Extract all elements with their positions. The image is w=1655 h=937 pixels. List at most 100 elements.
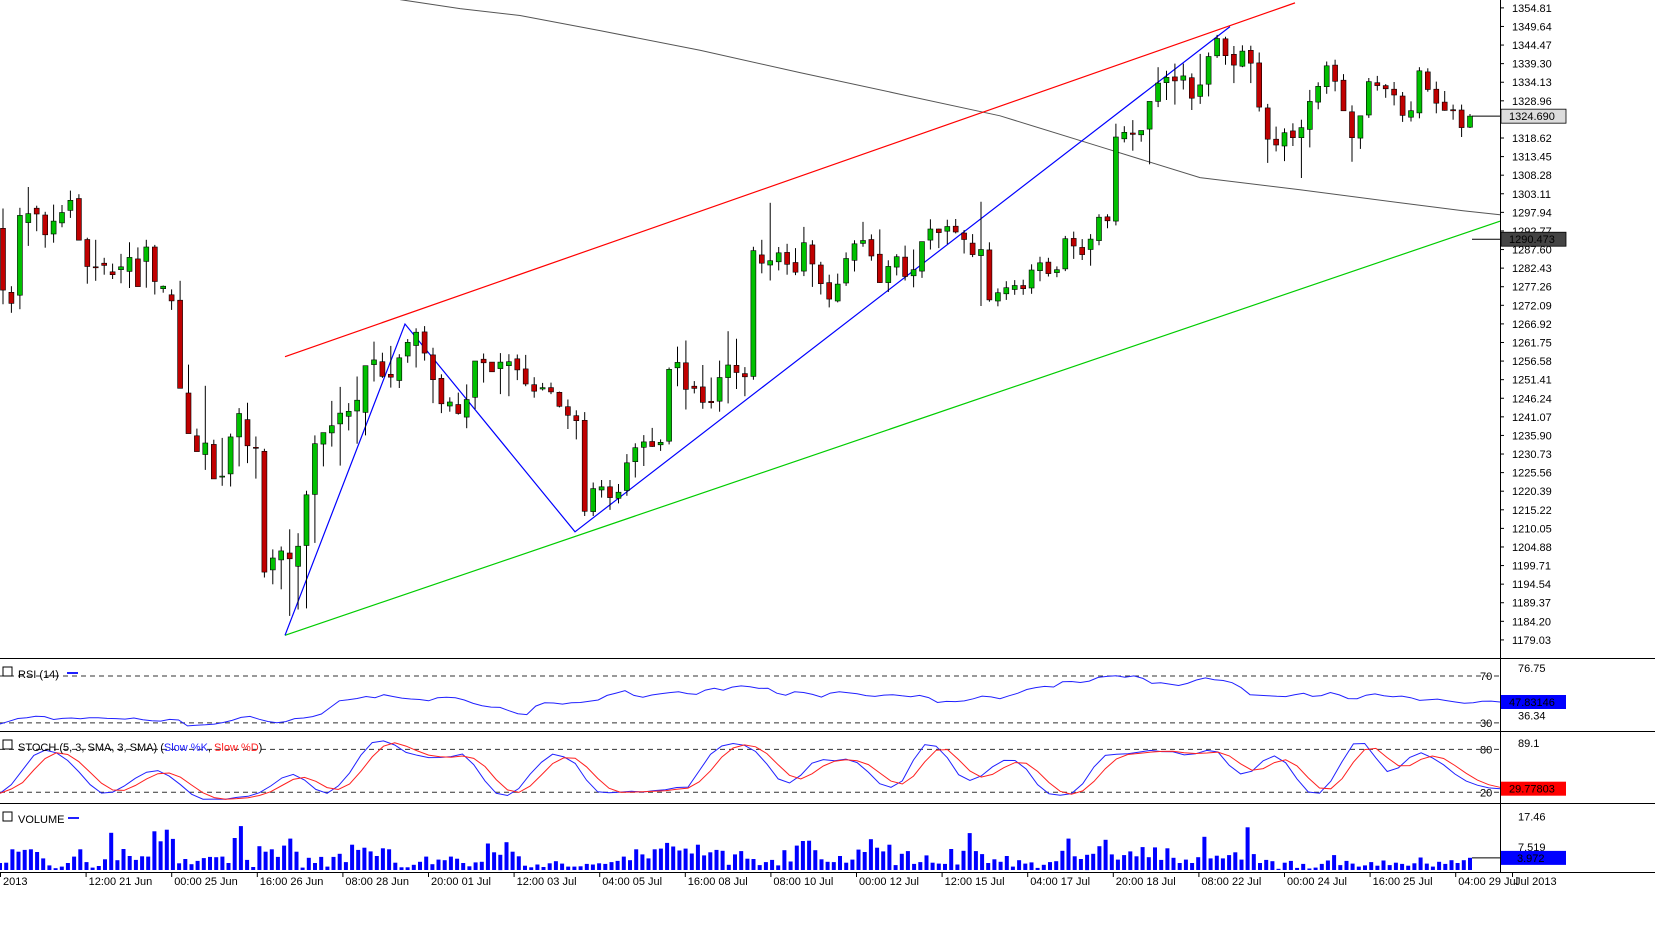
volume-bar — [1029, 862, 1034, 870]
volume-bar — [1363, 865, 1367, 870]
candle — [1332, 59, 1338, 92]
volume-bar — [350, 844, 355, 870]
y-tick-label: 1246.24 — [1512, 393, 1552, 405]
volume-bar — [263, 851, 268, 870]
candle-body — [76, 198, 82, 241]
y-tick-label: 1318.62 — [1512, 133, 1552, 145]
volume-bar — [399, 867, 404, 870]
candle — [961, 230, 967, 254]
stoch-panel[interactable]: 80 20 89.1 29.77803 STOCH (5, 3, SMA, 3, SMA… — [0, 738, 1566, 800]
volume-bar — [195, 860, 200, 870]
candle — [1028, 264, 1035, 294]
rsi-collapse-icon — [2, 666, 13, 677]
candle-body — [0, 228, 6, 291]
candle — [691, 381, 698, 394]
candle-body — [430, 354, 436, 380]
volume-bar — [1258, 863, 1262, 870]
candle-body — [581, 419, 588, 512]
volume-bar — [800, 841, 805, 870]
volume-bar — [615, 860, 620, 870]
volume-bar — [430, 864, 435, 870]
candle — [202, 385, 209, 470]
candle-body — [556, 391, 563, 407]
candle — [1222, 36, 1229, 65]
candle-body — [893, 256, 900, 268]
volume-bar — [90, 867, 95, 870]
volume-collapse-icon — [2, 811, 13, 822]
candle — [1399, 92, 1406, 122]
volume-bar — [1109, 854, 1114, 870]
candle — [1062, 235, 1069, 272]
candle — [1408, 101, 1414, 122]
volume-bar — [621, 856, 626, 870]
y-tick-label: 1277.26 — [1512, 282, 1552, 294]
volume-bar — [844, 862, 849, 870]
candle-body — [657, 441, 664, 446]
y-tick-label: 1272.09 — [1512, 300, 1552, 312]
volume-bar — [924, 855, 929, 870]
volume-bar — [16, 851, 21, 870]
volume-bar — [325, 866, 330, 870]
y-tick-label: 1241.07 — [1512, 412, 1552, 424]
candle — [236, 408, 242, 467]
candle — [489, 361, 495, 373]
volume-bar — [275, 856, 280, 870]
volume-bar — [1153, 847, 1157, 870]
candle-body — [1382, 85, 1389, 90]
candle — [834, 273, 841, 303]
volume-bar — [535, 864, 540, 870]
candle-body — [168, 294, 175, 302]
candle-body — [227, 436, 234, 475]
candle — [733, 338, 740, 389]
candle — [413, 328, 419, 368]
stoch-collapse-icon — [2, 739, 13, 750]
volume-bar — [1041, 864, 1046, 870]
candle — [59, 205, 65, 228]
candle — [244, 402, 251, 464]
volume-bar — [541, 867, 546, 870]
volume-bar — [831, 862, 836, 870]
volume-bar — [424, 856, 429, 870]
candle-body — [1399, 95, 1406, 116]
candle — [1450, 104, 1456, 120]
x-tick-label: 12:00 21 Jun — [89, 876, 153, 888]
volume-bar — [1048, 862, 1052, 870]
volume-bar — [1023, 863, 1028, 870]
candle — [362, 365, 369, 436]
candle — [42, 211, 49, 248]
volume-bar — [1412, 863, 1417, 870]
candle-body — [1205, 56, 1212, 85]
candle — [211, 439, 217, 480]
price-panel[interactable] — [0, 0, 1501, 636]
volume-bar — [269, 849, 274, 870]
candle — [1273, 126, 1279, 152]
volume-bar — [918, 862, 923, 870]
candle-body — [1197, 84, 1203, 97]
volume-current-box — [1501, 850, 1566, 865]
stoch-level-label: 20 — [1480, 787, 1492, 799]
candle — [581, 412, 588, 516]
volume-bar — [1122, 855, 1127, 870]
volume-bar — [1393, 862, 1398, 870]
candle — [860, 221, 866, 247]
candle — [17, 207, 23, 310]
candle — [278, 546, 285, 590]
candle — [118, 253, 124, 284]
volume-bar — [479, 861, 484, 870]
volume-bar — [473, 862, 478, 870]
candle — [607, 480, 613, 510]
y-tick-label: 1308.28 — [1512, 170, 1552, 182]
volume-bar — [10, 849, 15, 870]
volume-bar — [529, 867, 534, 870]
volume-bar — [251, 867, 256, 870]
volume-bar — [1103, 839, 1108, 870]
candle-body — [379, 361, 386, 377]
candle-body — [1146, 101, 1153, 130]
candle-body — [843, 258, 849, 284]
candle-body — [194, 435, 200, 452]
x-tick-label: 20:00 18 Jul — [1116, 876, 1176, 888]
volume-bar — [418, 861, 422, 870]
